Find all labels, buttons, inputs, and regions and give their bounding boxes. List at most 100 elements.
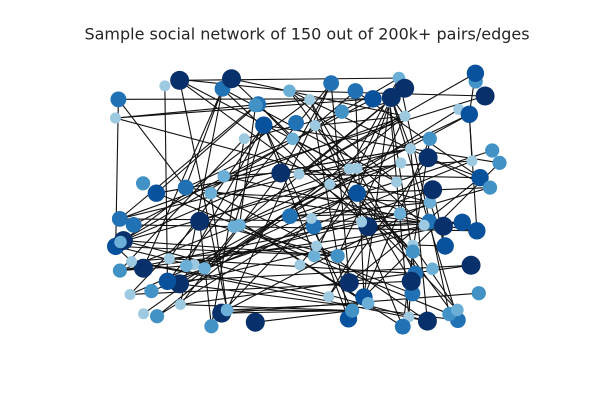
node xyxy=(466,155,478,167)
node xyxy=(466,64,485,82)
node xyxy=(245,312,265,332)
node xyxy=(334,104,349,119)
edge xyxy=(155,103,259,194)
node xyxy=(433,216,453,236)
edge xyxy=(120,162,402,243)
node xyxy=(288,114,304,131)
node xyxy=(356,216,368,228)
node xyxy=(271,163,291,183)
node xyxy=(248,98,263,113)
edge xyxy=(315,115,405,127)
edge xyxy=(314,90,356,126)
node xyxy=(418,148,438,168)
node xyxy=(405,244,420,259)
node xyxy=(220,303,234,317)
edge xyxy=(115,117,431,203)
node xyxy=(418,219,430,231)
edge xyxy=(164,85,168,282)
edge xyxy=(115,98,374,119)
node xyxy=(147,184,166,202)
node xyxy=(158,272,177,291)
node xyxy=(485,143,500,158)
edge xyxy=(119,104,256,220)
node xyxy=(343,163,355,175)
node xyxy=(180,259,193,273)
node xyxy=(125,216,142,233)
node xyxy=(417,311,437,331)
node xyxy=(323,291,335,303)
node xyxy=(399,110,411,122)
edge xyxy=(328,157,429,298)
node xyxy=(468,222,486,240)
node xyxy=(144,283,159,299)
node xyxy=(307,249,321,263)
edge xyxy=(185,88,224,188)
edge xyxy=(309,99,350,170)
node xyxy=(174,299,186,311)
node xyxy=(395,78,415,98)
node xyxy=(422,131,437,146)
node xyxy=(390,176,402,188)
node xyxy=(217,169,231,183)
edge xyxy=(169,258,416,275)
node xyxy=(423,196,437,209)
node xyxy=(436,237,454,255)
node xyxy=(393,207,407,220)
node xyxy=(255,116,273,134)
node xyxy=(294,259,306,271)
node xyxy=(395,157,407,169)
node xyxy=(282,208,298,225)
edge xyxy=(179,77,399,81)
node xyxy=(426,262,439,276)
node xyxy=(361,296,375,310)
edge xyxy=(123,240,428,322)
node xyxy=(348,184,366,202)
node xyxy=(347,83,364,99)
edge xyxy=(119,265,187,272)
node xyxy=(126,256,138,268)
edge xyxy=(221,310,353,314)
node xyxy=(149,309,165,324)
edge xyxy=(210,192,430,203)
edge xyxy=(348,177,481,284)
edge xyxy=(123,172,282,242)
node xyxy=(345,303,360,318)
edge xyxy=(412,244,458,311)
node xyxy=(124,288,136,300)
node xyxy=(114,235,127,249)
node xyxy=(286,132,299,146)
node xyxy=(324,178,336,190)
node xyxy=(471,168,489,187)
edge xyxy=(313,101,390,257)
node xyxy=(163,253,175,265)
edge xyxy=(133,224,477,232)
node xyxy=(311,240,323,252)
node xyxy=(138,308,150,320)
node xyxy=(177,179,194,196)
node xyxy=(227,220,241,234)
node xyxy=(453,213,471,232)
edge xyxy=(222,88,369,228)
node xyxy=(204,319,219,334)
node xyxy=(482,180,498,195)
edge xyxy=(289,150,493,217)
node xyxy=(401,271,421,291)
node xyxy=(204,186,218,200)
nodes xyxy=(106,64,507,335)
edge xyxy=(221,292,479,314)
edge xyxy=(410,148,428,322)
edge xyxy=(263,125,315,257)
edge xyxy=(167,82,332,282)
node xyxy=(198,262,211,275)
node xyxy=(492,155,507,170)
node xyxy=(423,180,443,200)
node xyxy=(238,133,250,145)
node xyxy=(309,119,321,131)
edge xyxy=(131,260,329,298)
node xyxy=(293,168,305,180)
edge xyxy=(255,310,353,323)
node xyxy=(222,69,242,89)
node xyxy=(109,112,121,124)
edge xyxy=(356,192,430,223)
